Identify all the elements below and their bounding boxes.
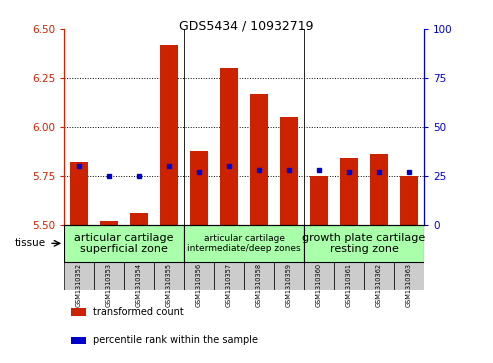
Bar (274, 262, 304, 290)
Bar (154, 262, 184, 290)
Text: GDS5434 / 10932719: GDS5434 / 10932719 (179, 20, 314, 33)
Text: GSM1310362: GSM1310362 (376, 263, 382, 307)
Text: GSM1310357: GSM1310357 (226, 263, 232, 307)
Bar (340, 158, 358, 225)
Bar (100, 221, 118, 225)
Bar (334, 262, 364, 290)
Bar (160, 45, 178, 225)
Text: tissue: tissue (15, 238, 46, 248)
Bar (310, 176, 328, 225)
Bar (244, 262, 274, 290)
Bar (184, 225, 304, 262)
Bar (184, 262, 214, 290)
Text: growth plate cartilage
resting zone: growth plate cartilage resting zone (302, 233, 425, 254)
Text: GSM1310354: GSM1310354 (136, 263, 142, 307)
Bar (304, 262, 334, 290)
Bar (64, 262, 94, 290)
Bar (220, 68, 238, 225)
Text: articular cartilage
intermediate/deep zones: articular cartilage intermediate/deep zo… (187, 234, 301, 253)
Bar (394, 262, 424, 290)
Text: GSM1310352: GSM1310352 (76, 263, 82, 307)
Bar (64, 225, 184, 262)
Text: GSM1310353: GSM1310353 (106, 263, 112, 307)
Bar (94, 262, 124, 290)
Bar (280, 117, 298, 225)
Text: GSM1310356: GSM1310356 (196, 263, 202, 307)
Text: percentile rank within the sample: percentile rank within the sample (93, 335, 258, 346)
Bar (70, 162, 88, 225)
Text: GSM1310360: GSM1310360 (316, 263, 322, 307)
Bar (400, 176, 418, 225)
Bar (71, 337, 86, 344)
Text: GSM1310363: GSM1310363 (406, 263, 412, 307)
Bar (250, 94, 268, 225)
Text: GSM1310358: GSM1310358 (256, 263, 262, 307)
Bar (364, 262, 394, 290)
Bar (304, 225, 424, 262)
Bar (130, 213, 148, 225)
Text: GSM1310359: GSM1310359 (286, 263, 292, 307)
Text: GSM1310355: GSM1310355 (166, 263, 172, 307)
Bar (214, 262, 244, 290)
Bar (124, 262, 154, 290)
Bar (370, 155, 388, 225)
Bar (71, 308, 86, 315)
Text: articular cartilage
superficial zone: articular cartilage superficial zone (74, 233, 174, 254)
Text: GSM1310361: GSM1310361 (346, 263, 352, 307)
Bar (190, 151, 208, 225)
Text: transformed count: transformed count (93, 307, 183, 317)
